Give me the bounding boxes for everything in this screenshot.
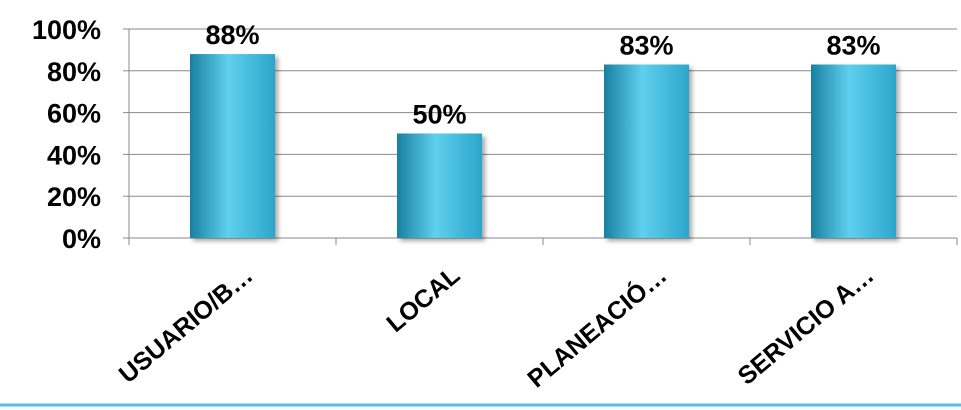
category-label: LOCAL — [381, 261, 465, 338]
data-label: 50% — [412, 100, 466, 130]
category-label: PLANEACIÓ… — [521, 260, 672, 394]
data-label: 88% — [205, 20, 259, 50]
y-tick-label: 80% — [47, 57, 101, 87]
y-tick-label: 0% — [62, 224, 101, 254]
y-tick-label: 40% — [47, 140, 101, 170]
category-label: USUARIO/B… — [114, 261, 259, 389]
y-tick-label: 100% — [32, 15, 101, 45]
y-tick-label: 20% — [47, 182, 101, 212]
data-label: 83% — [826, 31, 880, 61]
y-tick-label: 60% — [47, 99, 101, 129]
data-label: 83% — [619, 31, 673, 61]
bar — [811, 64, 896, 238]
bars — [190, 54, 896, 238]
bar — [190, 54, 275, 238]
bar — [397, 133, 482, 238]
category-label: SERVICIO A… — [733, 261, 880, 390]
bar — [604, 64, 689, 238]
